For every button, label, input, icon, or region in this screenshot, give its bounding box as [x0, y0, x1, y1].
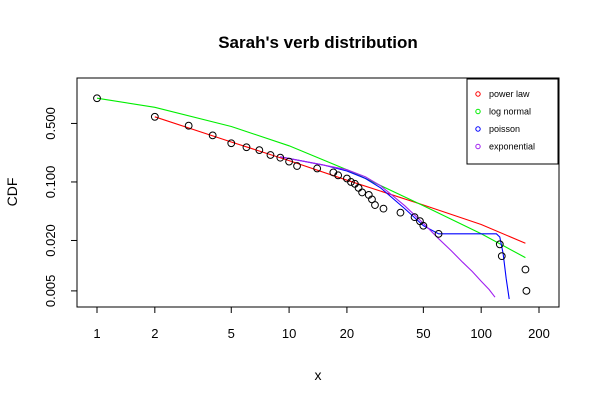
data-point — [396, 208, 405, 217]
x-tick-label: 50 — [416, 326, 430, 341]
points-layer — [93, 94, 531, 295]
legend-box — [466, 78, 559, 165]
data-point — [93, 94, 101, 103]
data-point — [416, 217, 424, 226]
series-line-poisson — [280, 156, 510, 300]
data-point — [255, 146, 264, 155]
legend-label: power law — [489, 89, 530, 99]
x-tick-label: 1 — [93, 326, 100, 341]
data-point — [358, 188, 367, 197]
data-point — [184, 121, 193, 130]
data-point — [208, 131, 217, 140]
data-point — [522, 286, 531, 295]
data-point — [227, 139, 236, 148]
series-line-exponential — [280, 156, 496, 298]
data-point — [313, 164, 322, 173]
data-point — [334, 171, 343, 180]
data-point — [266, 151, 275, 159]
data-point — [285, 157, 293, 166]
data-point — [293, 162, 301, 170]
x-tick-label: 200 — [528, 326, 550, 341]
y-tick-label: 0.020 — [43, 224, 58, 257]
legend-label: log normal — [489, 107, 531, 117]
y-tick-label: 0.005 — [43, 275, 58, 308]
x-tick-label: 5 — [228, 326, 235, 341]
data-point — [419, 221, 428, 230]
data-point — [276, 153, 285, 162]
data-point — [242, 143, 251, 152]
data-point — [347, 178, 355, 186]
y-tick-label: 0.500 — [43, 107, 58, 140]
data-point — [521, 265, 530, 274]
legend-label: exponential — [489, 142, 535, 152]
y-axis: 0.005 0.020 0.100 0.500 — [43, 107, 78, 308]
legend: power law log normal poisson exponential — [466, 78, 559, 165]
data-point — [371, 201, 379, 209]
x-tick-label: 20 — [340, 326, 354, 341]
y-tick-label: 0.100 — [43, 166, 58, 199]
data-point — [150, 112, 159, 121]
series-line-power-law — [154, 116, 526, 244]
data-point — [410, 213, 419, 222]
chart-title: Sarah's verb distribution — [218, 33, 418, 52]
legend-marker — [475, 143, 481, 150]
y-axis-label: CDF — [4, 178, 20, 207]
legend-marker — [475, 126, 481, 132]
legend-marker — [475, 108, 481, 115]
x-axis: 1 2 5 10 20 50 100 200 — [93, 306, 550, 341]
data-point — [379, 204, 388, 213]
series-layer — [96, 97, 526, 300]
legend-label: poisson — [489, 124, 520, 134]
x-tick-label: 10 — [282, 326, 296, 341]
legend-marker — [475, 91, 481, 97]
series-line-log-normal — [96, 97, 526, 259]
x-tick-label: 100 — [470, 326, 492, 341]
x-tick-label: 2 — [151, 326, 158, 341]
data-point — [354, 183, 363, 192]
data-point — [434, 229, 443, 238]
x-axis-label: x — [315, 367, 322, 383]
data-point — [495, 240, 504, 249]
data-point — [497, 252, 506, 261]
